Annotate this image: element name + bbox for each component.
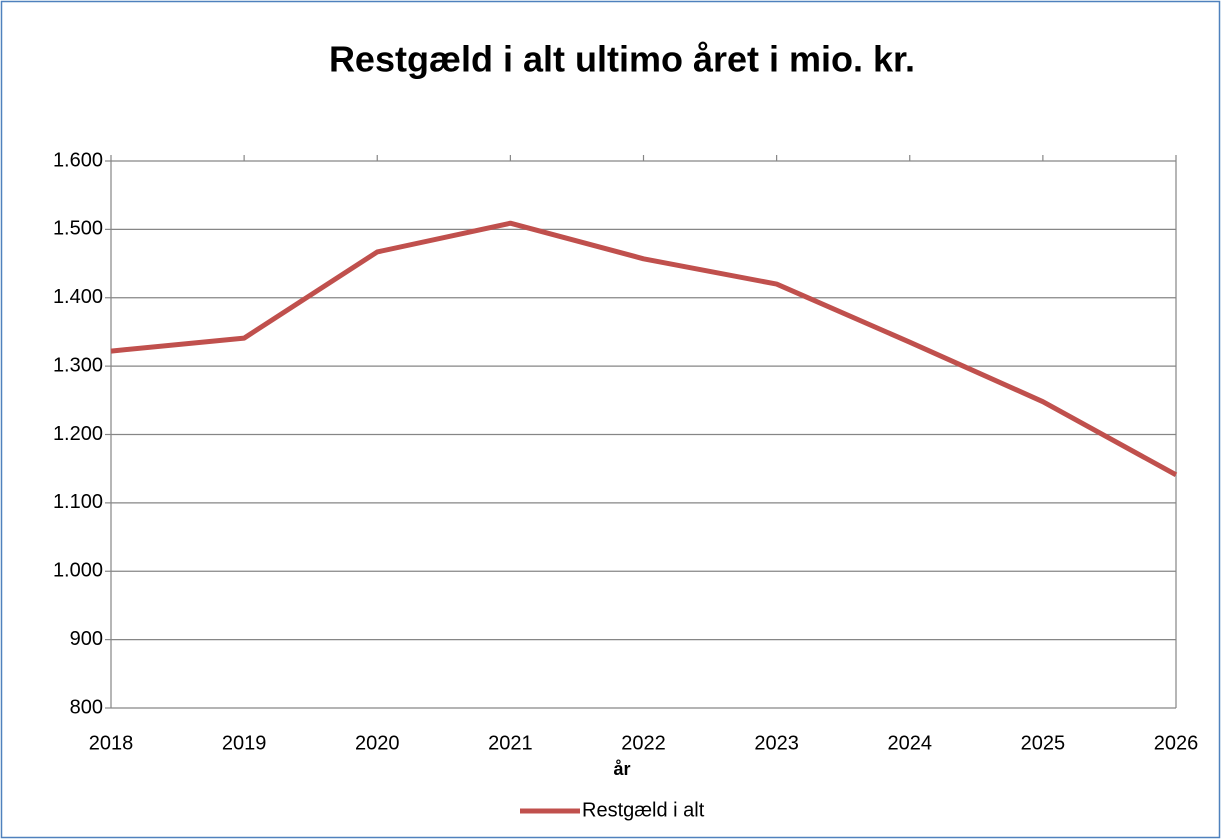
x-tick-label: 2020 [355, 732, 400, 754]
y-tick-label: 800 [70, 696, 103, 718]
y-tick-label: 1.300 [53, 354, 103, 376]
data-line [110, 220, 1178, 478]
x-tick-label: 2023 [754, 732, 799, 754]
x-tick-label: 2024 [888, 732, 933, 754]
x-tick-label: 2022 [621, 732, 666, 754]
chart-title: Restgæld i alt ultimo året i mio. kr. [329, 39, 915, 80]
x-tick-label: 2018 [89, 732, 134, 754]
x-axis-label: år [613, 759, 630, 779]
y-tick-label: 1.600 [53, 149, 103, 171]
y-tick-label: 1.100 [53, 491, 103, 513]
y-tick-label: 1.400 [53, 286, 103, 308]
y-tick-label: 1.000 [53, 560, 103, 582]
x-tick-label: 2025 [1021, 732, 1066, 754]
y-tick-label: 1.200 [53, 423, 103, 445]
y-tick-label: 1.500 [53, 218, 103, 240]
y-tick-label: 900 [70, 628, 103, 650]
x-tick-label: 2026 [1154, 732, 1199, 754]
x-tick-label: 2021 [488, 732, 533, 754]
x-tick-label: 2019 [222, 732, 267, 754]
legend-label: Restgæld i alt [582, 799, 705, 821]
